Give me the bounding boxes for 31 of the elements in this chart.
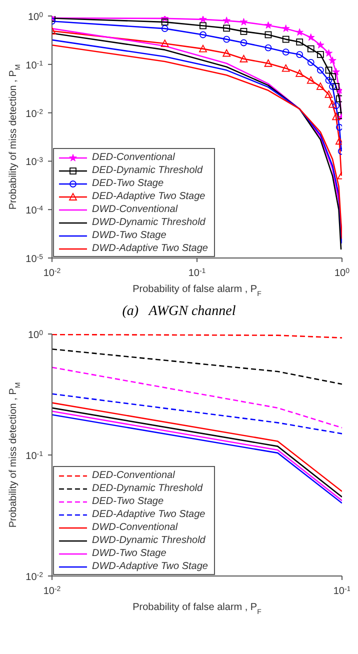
legend-label: DED-Two Stage (92, 496, 164, 507)
legend-label: DWD-Two Stage (92, 548, 166, 559)
x-axis-title: Probability of false alarm , P$_{F}$ (132, 284, 262, 298)
legend-label: DED-Dynamic Threshold (92, 165, 203, 176)
legend-label: DWD-Dynamic Threshold (92, 535, 206, 546)
legend-label: DED-Two Stage (92, 178, 164, 189)
y-tick-label: 10$^{-1}$ (26, 60, 44, 72)
y-tick-label: 10$^{-2}$ (26, 108, 44, 120)
legend-label: DED-Conventional (92, 152, 175, 163)
legend-label: DWD-Adaptive Two Stage (92, 243, 208, 254)
x-tick-label: 10$^{0}$ (334, 268, 350, 279)
legend-label: DWD-Two Stage (92, 230, 166, 241)
x-tick-label: 10$^{-2}$ (43, 268, 61, 279)
legend-label: DED-Adaptive Two Stage (92, 191, 206, 202)
y-tick-label: 10$^{-4}$ (26, 205, 44, 217)
y-tick-label: 10$^{-3}$ (26, 156, 44, 168)
legend-label: DED-Dynamic Threshold (92, 483, 203, 494)
y-tick-label: 10$^{-5}$ (26, 254, 44, 265)
legend-label: DED-Adaptive Two Stage (92, 509, 206, 520)
legend-label: DWD-Conventional (92, 522, 178, 533)
text: (a) AWGN channel (121, 304, 237, 320)
y-tick-label: 10$^{0}$ (28, 12, 44, 23)
legend-label: DED-Conventional (92, 470, 175, 481)
legend-label: DWD-Dynamic Threshold (92, 217, 206, 228)
y-tick-label: 10$^{0}$ (28, 330, 44, 341)
x-axis-title: Probability of false alarm , P$_{F}$ (132, 602, 262, 616)
legend-label: DWD-Conventional (92, 204, 178, 215)
legend-label: DWD-Adaptive Two Stage (92, 561, 208, 572)
y-tick-label: 10$^{-1}$ (26, 450, 44, 462)
x-tick-label: 10$^{-1}$ (188, 268, 206, 279)
y-tick-label: 10$^{-2}$ (26, 572, 44, 583)
